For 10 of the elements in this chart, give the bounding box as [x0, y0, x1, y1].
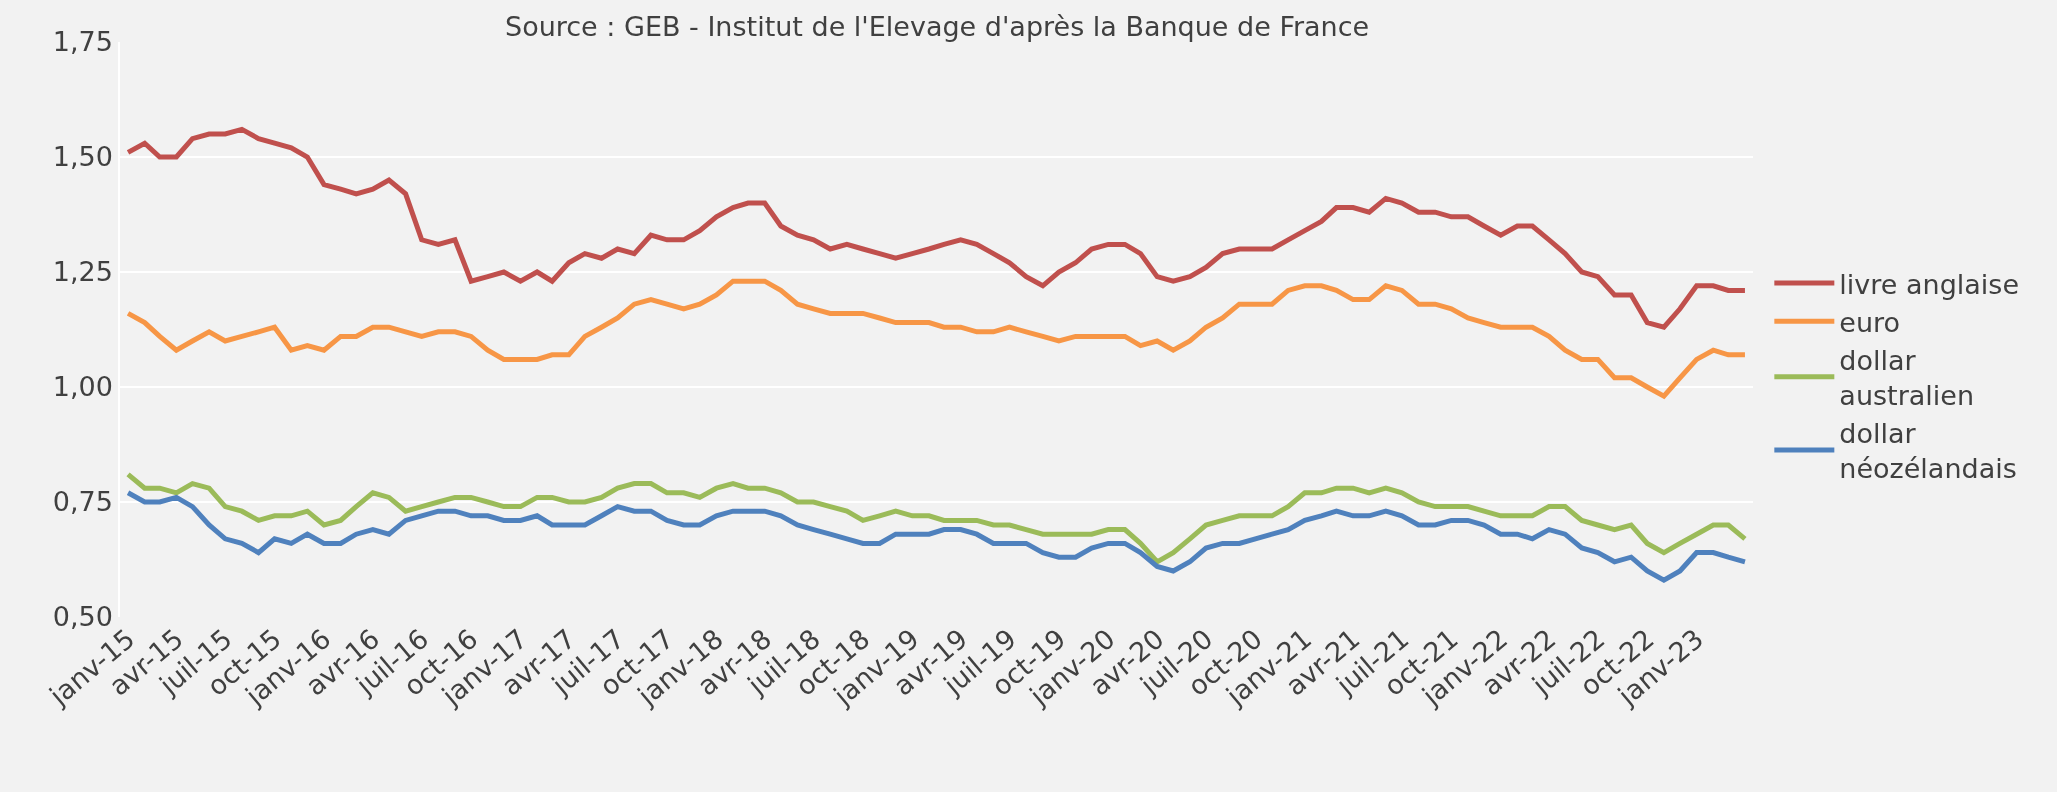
legend-label: dollar néozélandais	[1839, 417, 2017, 485]
y-tick-label: 0,50	[52, 601, 113, 633]
annotation: Source : GEB - Institut de l'Elevage d'après la Banque de France	[505, 11, 1370, 42]
legend-label: euro	[1839, 306, 1901, 338]
y-tick-label: 1,00	[52, 371, 113, 403]
y-tick-label: 1,50	[52, 141, 113, 173]
legend-label: livre anglaise	[1839, 268, 2020, 300]
y-tick-label: 1,75	[52, 26, 113, 58]
y-tick-label: 1,25	[52, 256, 113, 288]
y-tick-label: 0,75	[52, 486, 113, 518]
